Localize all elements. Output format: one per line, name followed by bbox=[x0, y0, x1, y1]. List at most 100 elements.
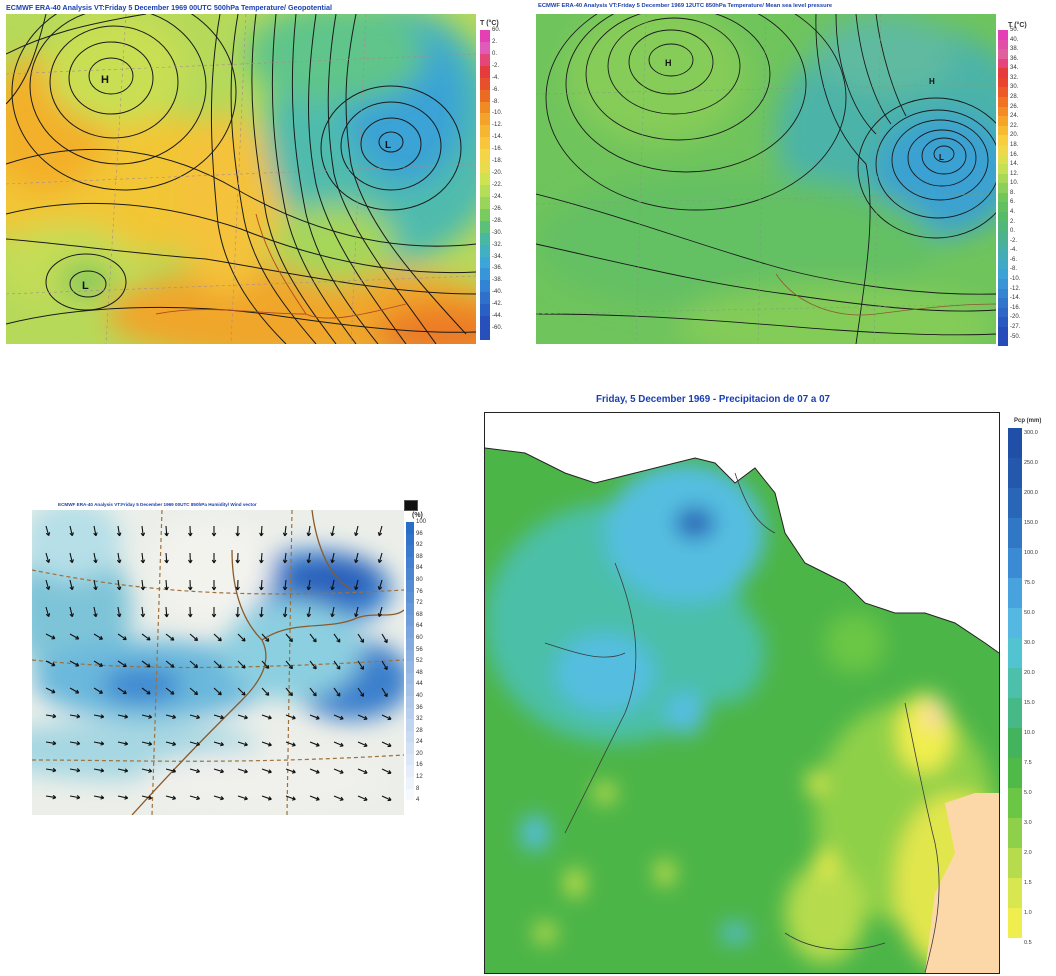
colorbar-label: -18. bbox=[492, 158, 503, 165]
wind-arrow bbox=[235, 606, 240, 618]
wind-arrow bbox=[381, 768, 392, 775]
colorbar-header-icon bbox=[404, 500, 418, 511]
colorbar-label: 2.0 bbox=[1024, 850, 1032, 856]
wind-arrow bbox=[333, 633, 341, 643]
colorbar-segment: -42. bbox=[480, 301, 502, 317]
colorbar-segment: 56 bbox=[406, 647, 423, 662]
wind-arrow bbox=[140, 525, 146, 537]
colorbar-segment: 8. bbox=[998, 190, 1015, 203]
colorbar-segment: 250.0 bbox=[1008, 458, 1038, 488]
temperature-colorbar: 60. 2. 0. -2. -4. -6. -8. -10. -12. -14. -16. -18. -… bbox=[480, 27, 502, 340]
precipitation-colorbar: 300.0 250.0 200.0 150.0 100.0 75.0 50.0 30.0 20.… bbox=[1008, 428, 1038, 968]
wind-arrow bbox=[189, 741, 201, 747]
colorbar-segment: -50. bbox=[998, 334, 1020, 347]
wind-arrow bbox=[141, 687, 151, 695]
wind-arrow bbox=[381, 660, 388, 671]
wind-arrow bbox=[211, 553, 217, 564]
colorbar-label: -12. bbox=[1010, 285, 1021, 292]
colorbar-label: 4. bbox=[1010, 208, 1016, 215]
colorbar-segment: 75.0 bbox=[1008, 578, 1035, 608]
wind-arrow bbox=[309, 795, 320, 801]
colorbar-segment: -32. bbox=[480, 242, 502, 257]
wind-arrow bbox=[116, 525, 122, 537]
colorbar-segment: 72 bbox=[406, 600, 423, 615]
colorbar-segment: -2. bbox=[480, 63, 499, 78]
colorbar-label: 250.0 bbox=[1024, 460, 1038, 466]
colorbar-label: 44 bbox=[416, 681, 423, 688]
colorbar-label: -34. bbox=[492, 253, 503, 260]
colorbar-label: 5.0 bbox=[1024, 790, 1032, 796]
wind-arrow bbox=[140, 579, 146, 591]
colorbar-label: 100 bbox=[416, 519, 427, 525]
colorbar-label: 20.0 bbox=[1024, 670, 1035, 676]
wind-arrow bbox=[285, 741, 296, 747]
colorbar-label: 36. bbox=[1010, 55, 1019, 62]
wind-arrow bbox=[69, 687, 80, 694]
colorbar-segment: 8 bbox=[406, 786, 419, 801]
wind-arrow bbox=[261, 768, 272, 774]
colorbar-segment: -6. bbox=[998, 257, 1017, 270]
colorbar-segment: -60. bbox=[480, 325, 502, 340]
wind-arrow bbox=[211, 607, 217, 618]
wind-arrow bbox=[93, 687, 104, 694]
colorbar-segment: 2. bbox=[998, 219, 1015, 232]
colorbar-label: -14. bbox=[492, 134, 503, 141]
colorbar-label: 24. bbox=[1010, 113, 1019, 120]
colorbar-label: -28. bbox=[492, 217, 503, 224]
wind-arrow bbox=[306, 525, 312, 537]
wind-arrow bbox=[69, 606, 74, 618]
wind-arrow bbox=[282, 525, 288, 537]
wind-arrow bbox=[116, 579, 122, 591]
wind-arrow bbox=[140, 552, 146, 564]
wind-arrow bbox=[165, 768, 177, 774]
wind-arrow bbox=[45, 579, 51, 591]
svg-text:H: H bbox=[101, 74, 109, 86]
colorbar-segment: 1.5 bbox=[1008, 878, 1032, 908]
wind-arrow bbox=[93, 633, 104, 640]
wind-arrow bbox=[117, 660, 127, 668]
colorbar-label: 32 bbox=[416, 716, 423, 723]
svg-text:H: H bbox=[929, 77, 935, 86]
colorbar-segment: 64 bbox=[406, 623, 423, 638]
colorbar-segment: 18. bbox=[998, 142, 1018, 155]
colorbar-label: 15.0 bbox=[1024, 700, 1035, 706]
colorbar-segment: 28 bbox=[406, 728, 423, 743]
wind-arrow bbox=[211, 580, 217, 591]
colorbar-label: 2. bbox=[492, 38, 498, 45]
colorbar-segment: 22. bbox=[998, 123, 1018, 136]
wind-arrow bbox=[45, 606, 51, 618]
colorbar-label: 24 bbox=[416, 739, 423, 746]
colorbar-segment: -4. bbox=[480, 75, 499, 90]
wind-arrow bbox=[189, 795, 201, 801]
wind-arrow bbox=[285, 768, 296, 774]
colorbar-segment: -2. bbox=[998, 238, 1017, 251]
colorbar-label: 12. bbox=[1010, 170, 1019, 177]
wind-arrow bbox=[69, 795, 81, 800]
wind-arrow bbox=[164, 606, 169, 618]
colorbar-segment: 20.0 bbox=[1008, 668, 1035, 698]
panel-title: Friday, 5 December 1969 - Precipitacion … bbox=[596, 394, 830, 405]
colorbar-label: 28. bbox=[1010, 94, 1019, 101]
colorbar-label: 1.0 bbox=[1024, 910, 1032, 916]
panel-title: ECMWF ERA-40 Analysis VT:Friday 5 Decemb… bbox=[538, 3, 833, 9]
colorbar-segment: 76 bbox=[406, 589, 423, 604]
wind-arrow bbox=[164, 552, 169, 564]
colorbar-label: -44. bbox=[492, 313, 503, 320]
wind-arrow bbox=[259, 525, 264, 537]
colorbar-segment: 60 bbox=[406, 635, 423, 650]
wind-arrow bbox=[117, 768, 129, 773]
wind-arrow bbox=[93, 525, 98, 537]
colorbar-label: 48 bbox=[416, 669, 423, 676]
colorbar-segment: -10. bbox=[480, 110, 502, 126]
wind-arrow bbox=[165, 633, 175, 641]
colorbar-segment: 50. bbox=[998, 27, 1018, 40]
colorbar-label: -24. bbox=[492, 193, 503, 200]
colorbar-label: 76 bbox=[416, 588, 423, 595]
colorbar-label: -14. bbox=[1010, 295, 1021, 302]
wind-arrow bbox=[381, 687, 388, 698]
svg-text:H: H bbox=[665, 58, 672, 68]
wind-arrow bbox=[117, 687, 127, 695]
colorbar-label: 92 bbox=[416, 542, 423, 549]
colorbar-segment: -20. bbox=[480, 170, 502, 185]
colorbar-label: 26. bbox=[1010, 103, 1019, 110]
